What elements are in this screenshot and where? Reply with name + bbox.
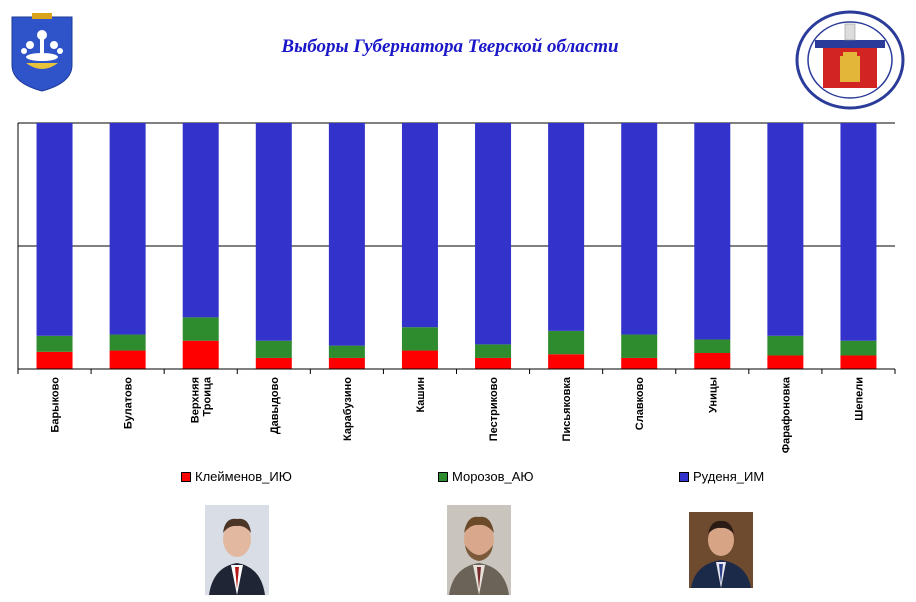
bar-segment	[840, 340, 877, 356]
x-tick-label: Барыково	[50, 377, 62, 433]
bar-segment	[328, 345, 365, 358]
municipal-coat-of-arms-logo	[10, 10, 74, 93]
candidate-photo-morozov	[447, 505, 511, 595]
election-commission-emblem-logo	[795, 10, 905, 110]
bar-segment	[475, 344, 512, 358]
x-tick-label: Письяковка	[561, 376, 573, 441]
bar-segment	[109, 350, 146, 369]
x-tick-label: Фарафоновка	[780, 376, 792, 453]
bar-segment	[182, 340, 219, 369]
x-tick-label: Кашин	[415, 377, 427, 413]
x-tick-label-line: Шепели	[853, 377, 865, 421]
x-tick-label: ВерхняяТроица	[190, 376, 214, 423]
legend-swatch-blue	[679, 471, 689, 482]
bar-segment	[621, 123, 658, 335]
x-tick-label-line: Булатово	[123, 377, 135, 429]
candidate-photo-klejmenov	[205, 505, 269, 595]
bar-segment	[767, 335, 804, 356]
legend-item-morozov: Морозов_АЮ	[438, 469, 534, 484]
candidate-photo-rudenya	[689, 512, 753, 588]
bar-segment	[401, 350, 438, 369]
bar-segment	[548, 330, 585, 355]
bar-segment	[36, 123, 73, 336]
bar-segment	[109, 334, 146, 351]
x-tick-label: Булатово	[123, 377, 135, 429]
bar-segment	[840, 355, 877, 369]
bar-segment	[255, 357, 292, 369]
bar-segment	[36, 335, 73, 352]
x-tick-label-line: Уницы	[707, 377, 719, 413]
x-tick-label-line: Карабузино	[342, 377, 354, 441]
bar-segment	[182, 123, 219, 318]
bar-segment	[767, 355, 804, 369]
legend-item-klejmenov: Клейменов_ИЮ	[181, 469, 292, 484]
page-title: Выборы Губернатора Тверской области	[281, 36, 619, 57]
x-tick-label: Шепели	[853, 377, 865, 421]
bar-segment	[36, 351, 73, 369]
x-tick-label-line: Троица	[202, 376, 214, 416]
bar-segment	[694, 339, 731, 354]
x-tick-label: Пестриково	[488, 377, 500, 442]
legend-label: Морозов_АЮ	[452, 469, 534, 484]
x-tick-label: Давыдово	[269, 377, 281, 434]
bar-segment	[621, 357, 658, 369]
legend-label: Руденя_ИМ	[693, 469, 765, 484]
x-tick-label-line: Кашин	[415, 377, 427, 413]
x-tick-label-line: Письяковка	[561, 376, 573, 441]
x-tick-label: Карабузино	[342, 377, 354, 441]
legend-label: Клейменов_ИЮ	[195, 469, 292, 484]
x-tick-label-line: Фарафоновка	[780, 376, 792, 453]
bar-segment	[255, 123, 292, 341]
bar-segment	[767, 123, 804, 336]
bar-segment	[694, 123, 731, 340]
x-tick-label-line: Верхняя	[190, 377, 202, 423]
bar-segment	[621, 334, 658, 358]
bar-segment	[109, 123, 146, 335]
bar-segment	[475, 123, 512, 345]
x-tick-label-line: Пестриково	[488, 377, 500, 442]
x-tick-label-line: Давыдово	[269, 377, 281, 434]
bar-segment	[328, 357, 365, 369]
bar-segment	[182, 317, 219, 341]
bar-segment	[255, 340, 292, 358]
x-tick-label-line: Славково	[634, 377, 646, 431]
bar-segment	[401, 327, 438, 351]
legend-swatch-red	[181, 471, 191, 482]
x-tick-label: Славково	[634, 377, 646, 431]
bar-segment	[548, 354, 585, 369]
x-tick-label-line: Барыково	[50, 377, 62, 433]
legend-swatch-green	[438, 471, 448, 482]
bar-segment	[694, 353, 731, 369]
legend-item-rudenya: Руденя_ИМ	[679, 469, 764, 484]
bar-segment	[548, 123, 585, 331]
x-tick-label: Уницы	[707, 377, 719, 413]
bar-segment	[475, 357, 512, 369]
bar-segment	[401, 123, 438, 328]
bar-segment	[328, 123, 365, 346]
bar-segment	[840, 123, 877, 341]
